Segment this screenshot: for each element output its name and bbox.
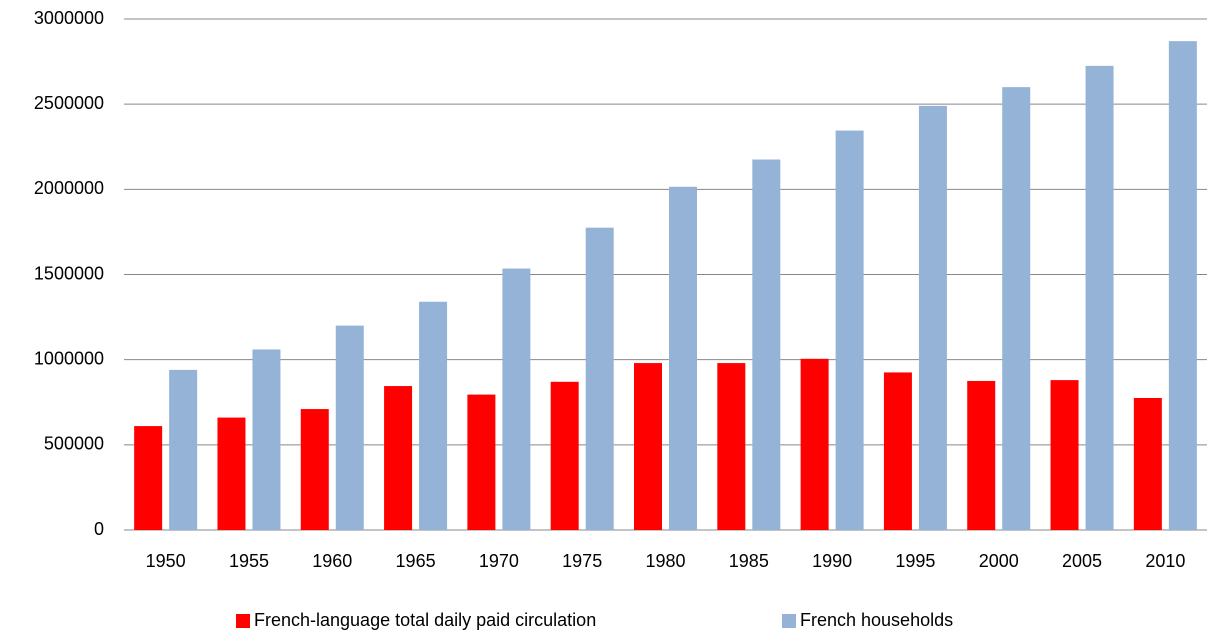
x-tick-label: 2000	[979, 551, 1019, 571]
y-tick-label: 500000	[44, 434, 104, 454]
bar	[967, 380, 996, 530]
bar	[335, 325, 364, 530]
bar	[1085, 65, 1114, 530]
bar	[169, 369, 198, 530]
bar	[800, 358, 829, 530]
bar	[502, 268, 531, 530]
x-tick-label: 1950	[146, 551, 186, 571]
x-tick-label: 2010	[1145, 551, 1185, 571]
legend-label: French households	[800, 610, 953, 630]
bar	[883, 372, 912, 530]
bar	[467, 394, 496, 530]
x-tick-label: 1960	[312, 551, 352, 571]
bar	[918, 105, 947, 531]
x-tick-label: 1970	[479, 551, 519, 571]
bar	[134, 426, 163, 530]
bar	[217, 417, 246, 530]
bar	[669, 186, 697, 531]
bar	[1168, 41, 1197, 530]
bar	[634, 363, 662, 530]
bar	[585, 227, 614, 531]
x-tick-label: 1995	[895, 551, 935, 571]
legend-swatch	[236, 614, 250, 628]
x-tick-label: 1980	[645, 551, 685, 571]
y-tick-label: 3000000	[34, 8, 104, 28]
bar	[384, 386, 413, 530]
bar	[717, 363, 746, 530]
legend-swatch	[782, 614, 796, 628]
bar	[1133, 397, 1162, 530]
bar	[1002, 87, 1031, 530]
legend-label: French-language total daily paid circula…	[254, 610, 596, 630]
x-tick-label: 2005	[1062, 551, 1102, 571]
bar	[752, 159, 781, 530]
bar	[419, 301, 448, 530]
x-tick-label: 1990	[812, 551, 852, 571]
x-tick-label: 1955	[229, 551, 269, 571]
bar	[550, 381, 579, 530]
x-tick-label: 1985	[729, 551, 769, 571]
y-tick-label: 1500000	[34, 263, 104, 283]
bar	[252, 349, 281, 530]
y-tick-label: 1000000	[34, 348, 104, 368]
y-tick-label: 0	[94, 519, 104, 539]
bar	[300, 409, 329, 530]
x-tick-label: 1965	[396, 551, 436, 571]
bar	[835, 130, 864, 530]
y-tick-label: 2500000	[34, 93, 104, 113]
bar	[1050, 380, 1079, 530]
x-tick-label: 1975	[562, 551, 602, 571]
y-tick-label: 2000000	[34, 178, 104, 198]
